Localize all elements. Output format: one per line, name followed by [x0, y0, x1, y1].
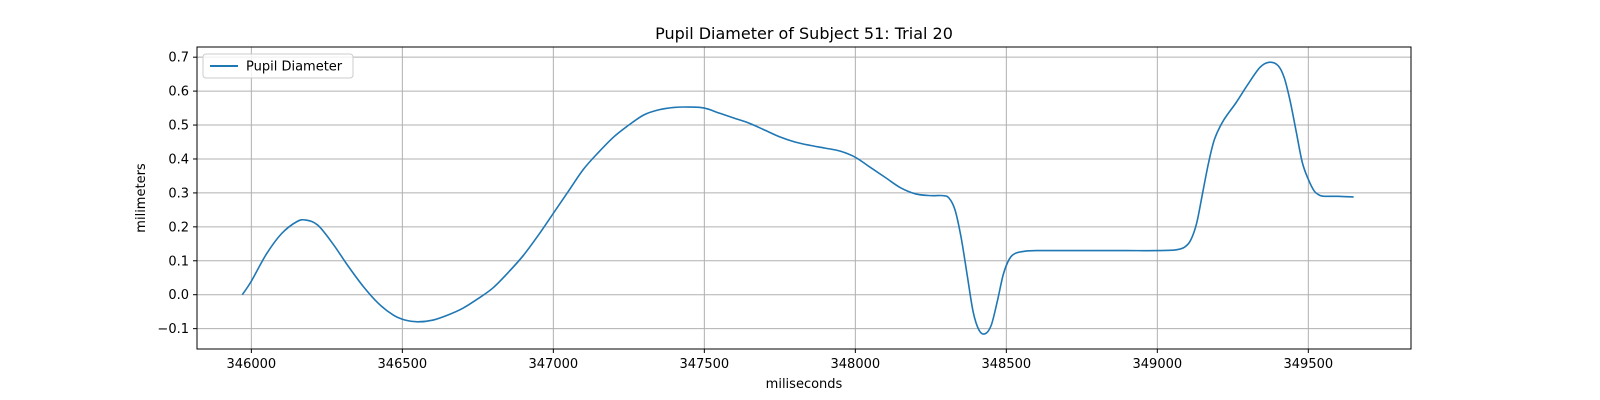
- legend-entry-pupil-diameter: Pupil Diameter: [246, 60, 343, 75]
- y-tick-label: −0.1: [157, 322, 189, 337]
- x-tick-label: 349500: [1284, 357, 1334, 372]
- y-tick-label: 0.7: [168, 51, 189, 66]
- series-layer: [241, 61, 1354, 335]
- x-tick-label: 346000: [227, 357, 277, 372]
- y-tick-label: 0.0: [168, 288, 189, 303]
- legend: Pupil Diameter: [202, 53, 354, 79]
- x-tick-label: 347000: [529, 357, 579, 372]
- x-tick-label: 349000: [1133, 357, 1183, 372]
- y-tick-label: 0.3: [168, 186, 189, 201]
- x-tick-label: 348500: [982, 357, 1032, 372]
- x-axis-label: miliseconds: [766, 377, 843, 392]
- y-axis-label: milimeters: [134, 163, 149, 233]
- x-tick-label: 348000: [831, 357, 881, 372]
- plot-frame: [196, 46, 1412, 350]
- x-tick-label: 347500: [680, 357, 730, 372]
- y-tick-label: 0.6: [168, 85, 189, 100]
- series-line-pupil-diameter: [241, 61, 1354, 335]
- y-tick-label: 0.4: [168, 152, 189, 167]
- x-tick-label: 346500: [378, 357, 428, 372]
- ticks: 346000 346500 347000 347500 348000 348500 3490…: [157, 51, 1333, 372]
- y-tick-label: 0.1: [168, 254, 189, 269]
- chart-title: Pupil Diameter of Subject 51: Trial 20: [655, 24, 953, 43]
- legend-box: [202, 53, 354, 79]
- y-tick-label: 0.5: [168, 119, 189, 134]
- y-tick-label: 0.2: [168, 220, 189, 235]
